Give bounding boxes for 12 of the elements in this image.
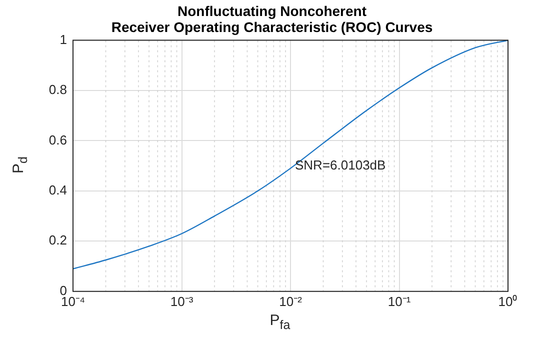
x-tick-label: 10⁰ [498,294,518,309]
x-axis-title: P$_{fa}$ [270,312,290,332]
y-tick-label: 0.6 [48,132,67,148]
annotation: SNR=6.0103dB [295,157,386,172]
x-tick-label: 10⁻² [279,294,303,309]
x-tick-label: 10⁻³ [170,294,194,309]
y-tick-label: 0.4 [48,182,67,198]
y-tick-label: 1 [60,32,67,47]
x-tick-label: 10⁻¹ [388,294,412,309]
y-tick-label: 0.2 [48,232,67,248]
y-tick-label: 0.8 [48,82,67,98]
chart-title: Nonfluctuating Noncoherent Receiver Operating Characteristic (ROC) Curves [111,2,433,36]
